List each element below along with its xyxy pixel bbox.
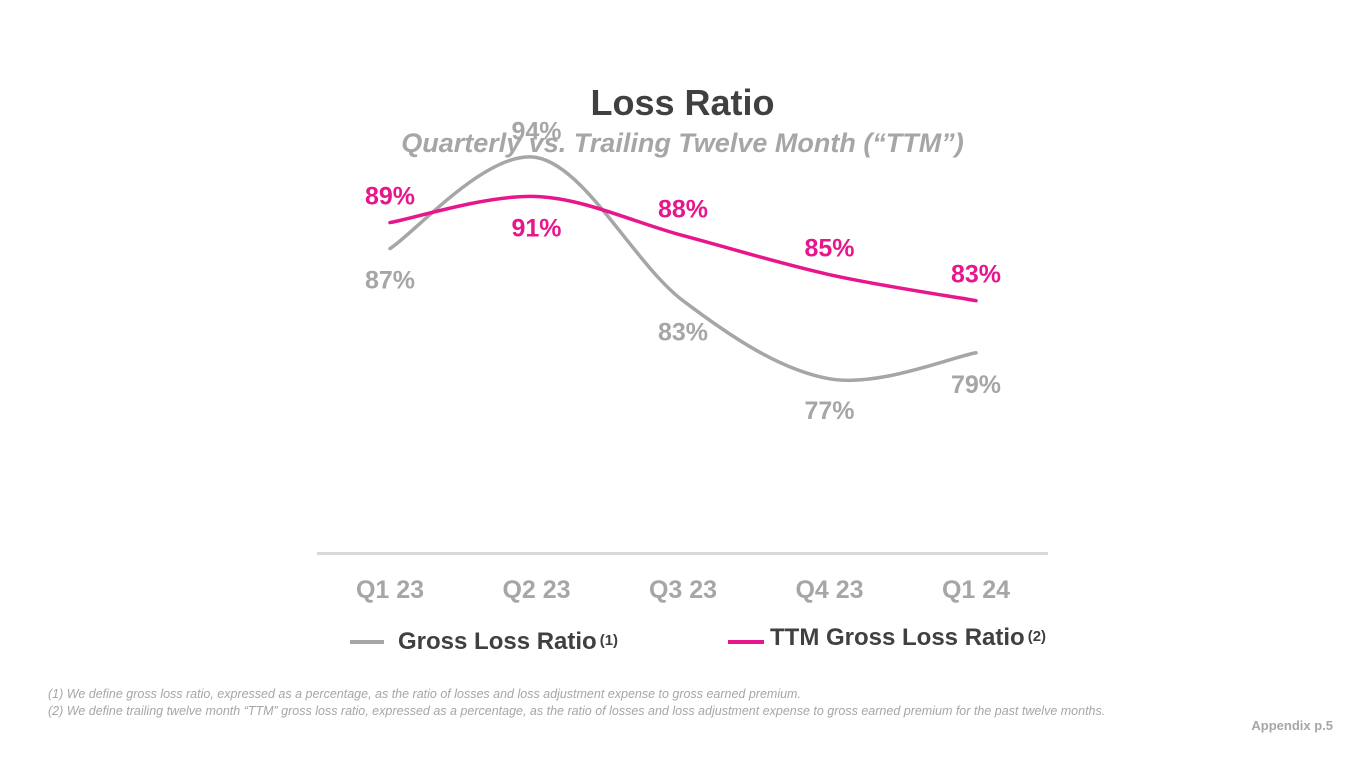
x-tick-label: Q3 23: [649, 576, 717, 604]
data-label-gross-loss-ratio: 77%: [804, 397, 854, 425]
series-line-ttm-gross-loss-ratio: [388, 194, 978, 303]
x-tick-label: Q1 24: [942, 576, 1010, 604]
data-label-ttm-gross-loss-ratio: 88%: [658, 196, 708, 224]
x-tick-label: Q4 23: [795, 576, 863, 604]
data-label-gross-loss-ratio: 94%: [511, 118, 561, 146]
data-label-gross-loss-ratio: 87%: [365, 267, 415, 295]
x-tick-label: Q2 23: [502, 576, 570, 604]
data-label-ttm-gross-loss-ratio: 83%: [951, 261, 1001, 289]
data-label-gross-loss-ratio: 79%: [951, 371, 1001, 399]
page-number: Appendix p.5: [1251, 718, 1333, 733]
data-label-gross-loss-ratio: 83%: [658, 319, 708, 347]
x-tick-label: Q1 23: [356, 576, 424, 604]
footnotes: (1) We define gross loss ratio, expresse…: [48, 686, 1208, 720]
legend-swatch-ttm: [728, 640, 764, 644]
footnote-1: (1) We define gross loss ratio, expresse…: [48, 687, 801, 701]
legend-item-gross-loss-ratio: Gross Loss Ratio (1): [350, 628, 618, 656]
legend-label-ttm: TTM Gross Loss Ratio: [770, 624, 1025, 651]
legend-footnote-ref-ttm: (2): [1027, 627, 1047, 645]
footnote-2: (2) We define trailing twelve month “TTM…: [48, 704, 1106, 718]
data-label-ttm-gross-loss-ratio: 85%: [804, 235, 854, 263]
data-label-ttm-gross-loss-ratio: 91%: [511, 215, 561, 243]
legend-footnote-ref-gross: (1): [599, 631, 619, 649]
legend-item-ttm-gross-loss-ratio: TTM Gross Loss Ratio (2): [728, 624, 1046, 652]
data-label-ttm-gross-loss-ratio: 89%: [365, 183, 415, 211]
chart-subtitle: Quarterly vs. Trailing Twelve Month (“TT…: [401, 128, 964, 158]
legend-label-gross: Gross Loss Ratio: [398, 628, 597, 655]
legend-swatch-gross: [350, 640, 384, 644]
series-line-gross-loss-ratio: [388, 155, 978, 383]
chart-title: Loss Ratio: [590, 82, 775, 123]
